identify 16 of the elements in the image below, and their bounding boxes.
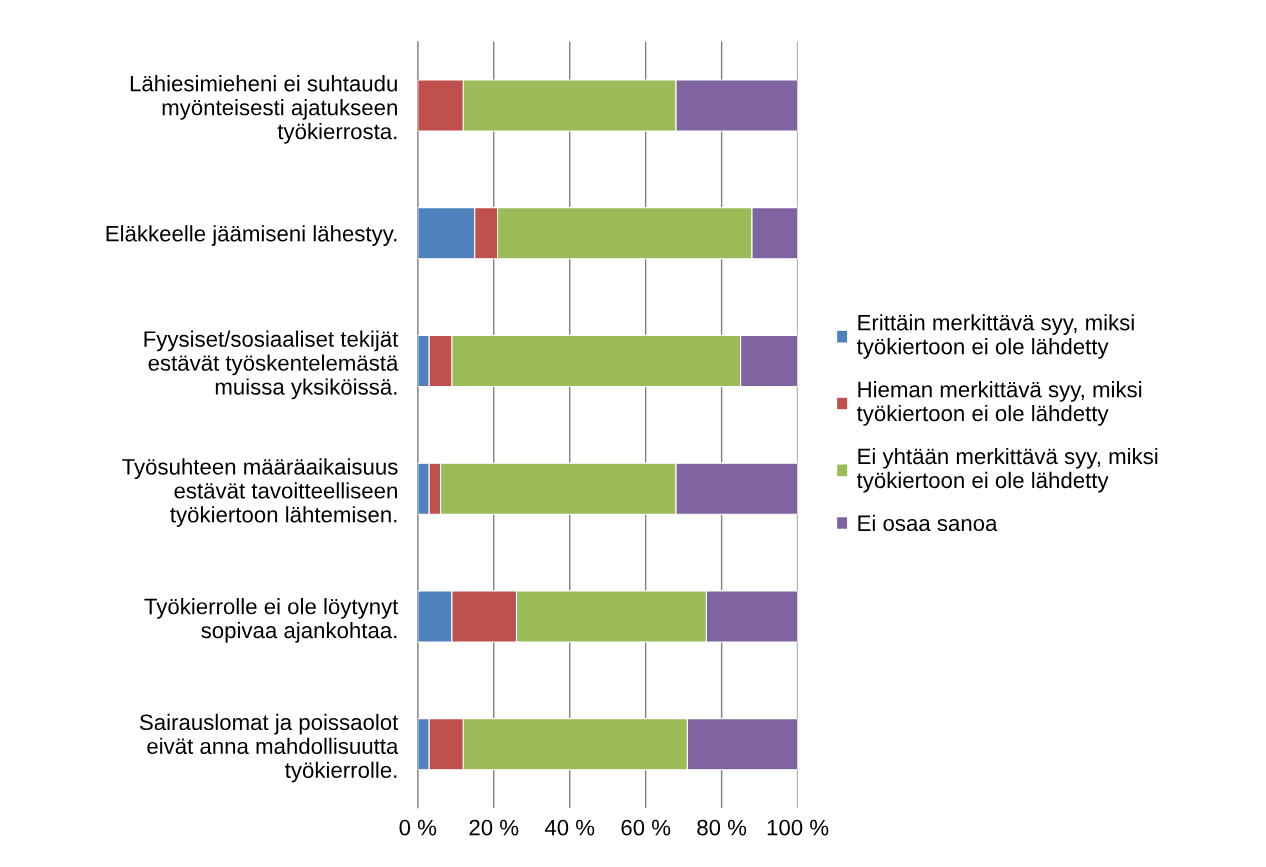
x-tick-label: 60 % bbox=[621, 819, 671, 836]
x-tick-label: 100 % bbox=[767, 819, 829, 836]
y-tick-label: Fyysiset/sosiaaliset tekijät estävät työskentelemästä muissa yksiköissä. bbox=[144, 330, 399, 400]
y-tick-label: Sairauslomat ja poissaolot eivät anna mahdollisuutta työkierrolle. bbox=[139, 713, 399, 783]
y-tick-label: Työsuhteen määräaikaisuus estävät tavoitteelliseen työkiertoon lähtemisen. bbox=[122, 458, 398, 527]
y-tick-label: Työkierrolle ei ole löytynyt sopivaa ajankohtaa. bbox=[144, 598, 399, 643]
x-tick-label: 20 % bbox=[469, 819, 519, 836]
x-tick-label: 40 % bbox=[544, 819, 595, 836]
x-tick-label: 80 % bbox=[697, 819, 747, 836]
y-tick-label: Eläkkeelle jäämiseni lähestyy. bbox=[106, 225, 397, 246]
y-tick-label: Lähiesimieheni ei suhtaudu myönteisesti ajatukseen työkierrosta. bbox=[130, 75, 397, 144]
legend-label: Hieman merkittävä syy, miksi työkiertoon ei ole lähdetty bbox=[856, 381, 1142, 426]
legend-label: Erittäin merkittävä syy, miksi työkiertoon ei ole lähdetty bbox=[856, 314, 1134, 359]
legend-label: Ei yhtään merkittävä syy, miksi työkiertoon ei ole lähdetty bbox=[856, 447, 1158, 493]
legend-label: Ei osaa sanoa bbox=[858, 514, 998, 532]
x-tick-label: 0 % bbox=[399, 819, 437, 836]
